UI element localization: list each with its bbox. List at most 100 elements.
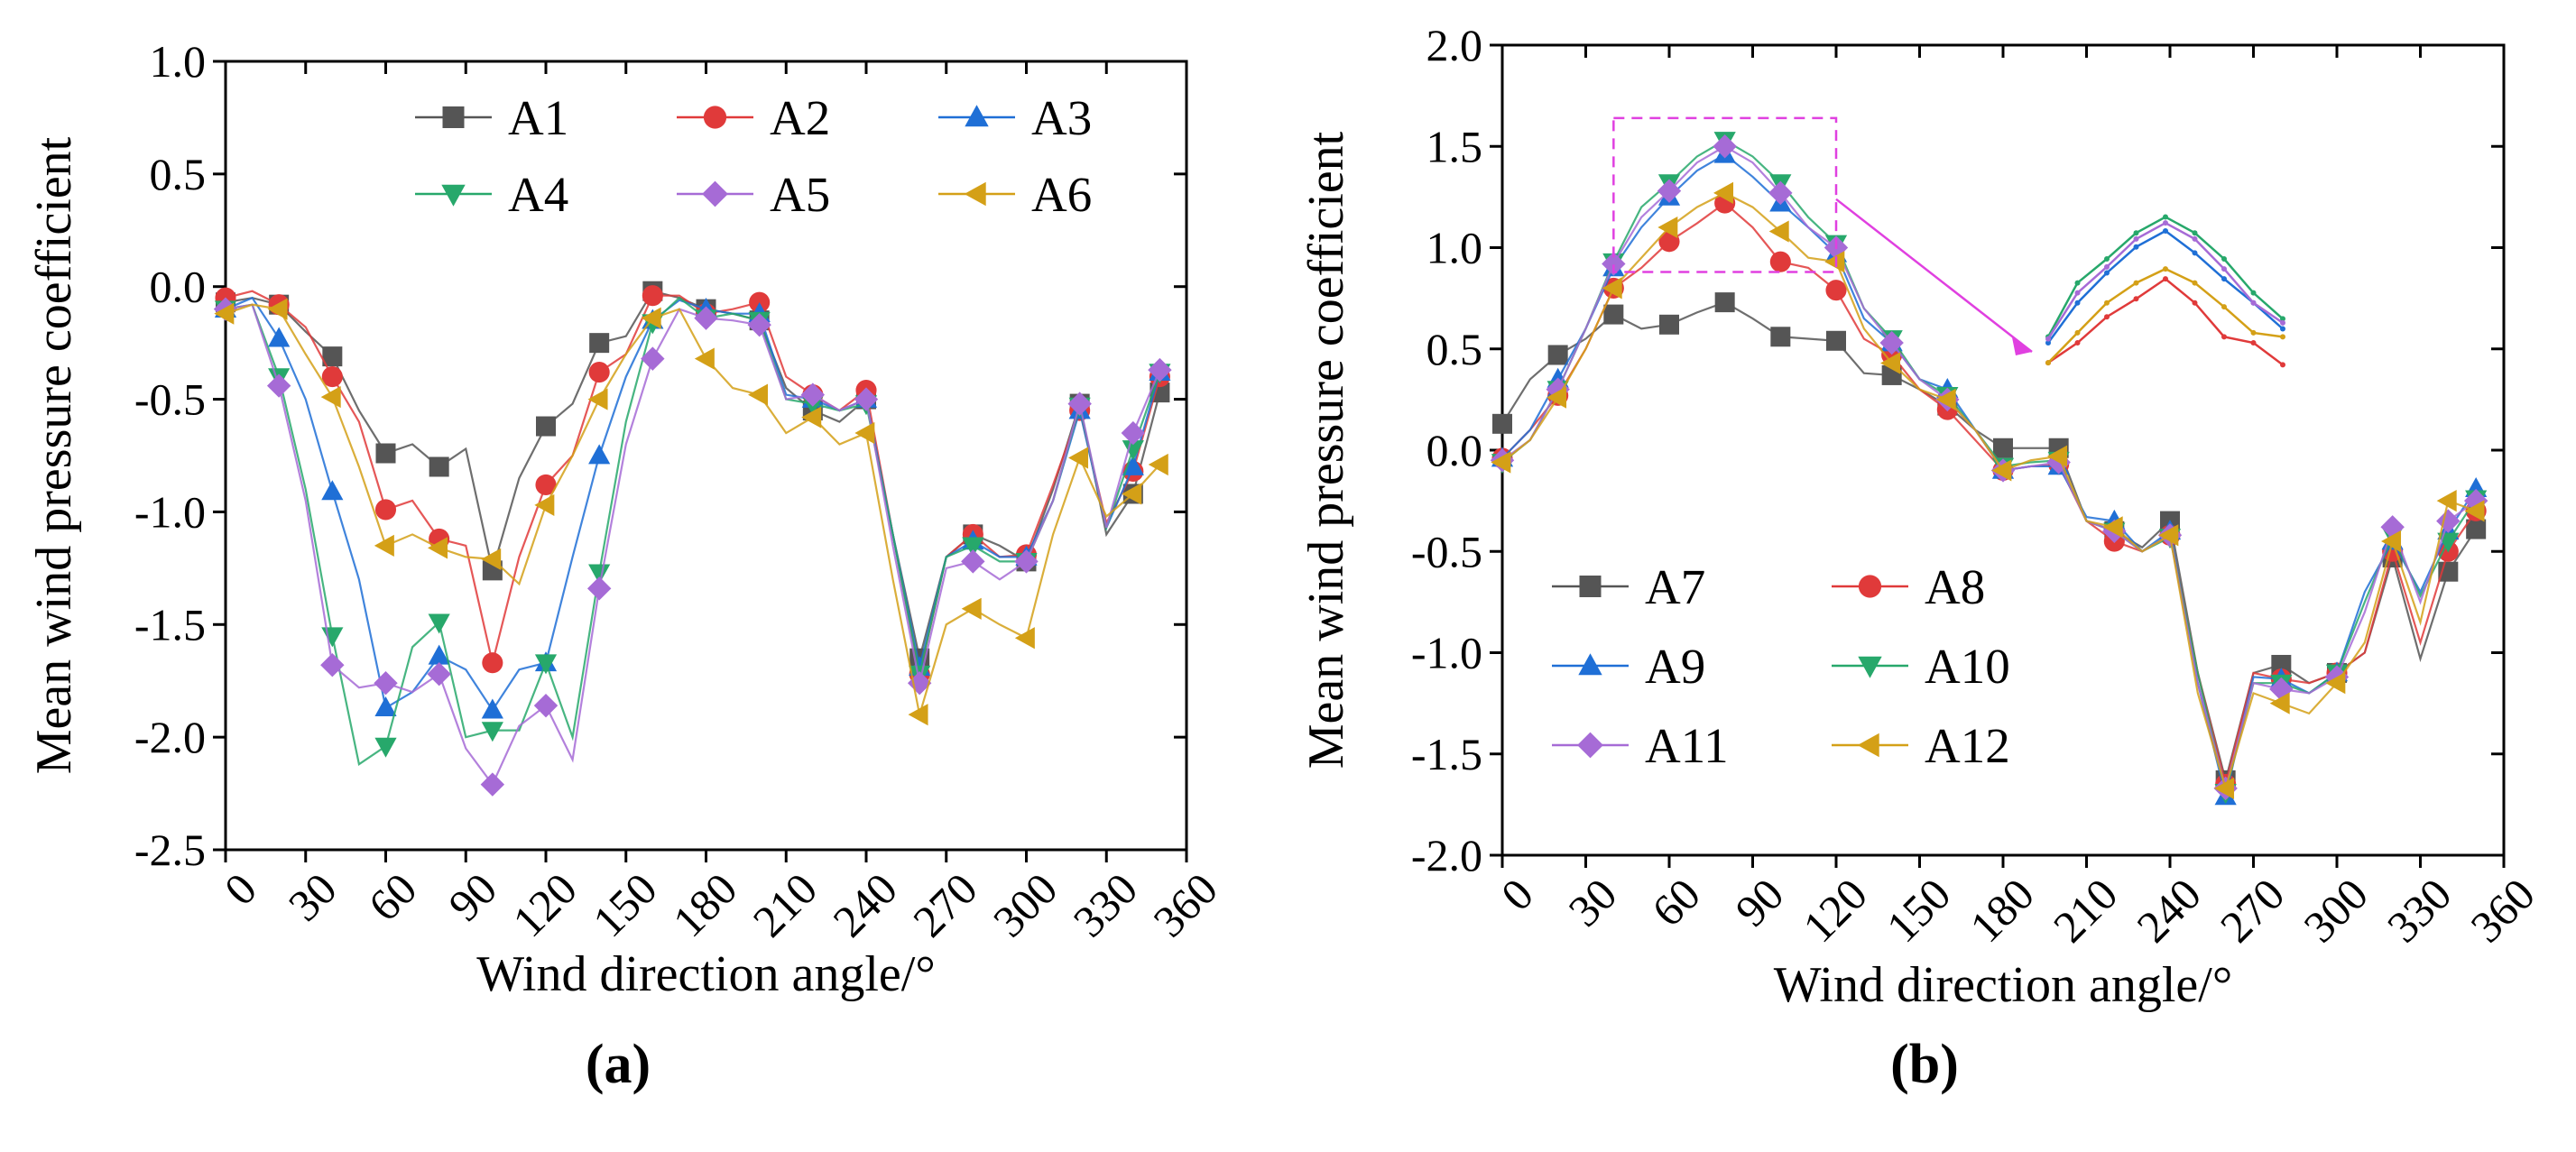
x-tick-label: 360 [2461,869,2544,953]
legend-label-A2: A2 [770,90,830,145]
data-point-A5 [747,312,771,337]
data-point-A1 [429,456,449,477]
legend-label-A4: A4 [508,167,568,222]
inset-point-A9 [2192,250,2198,256]
data-point-A6 [961,597,982,620]
legend-label-A3: A3 [1031,90,1092,145]
data-point-A6 [428,537,448,559]
series-A11 [1490,134,2488,801]
panel-label: (b) [1890,1034,1959,1095]
x-tick-label: 330 [2377,869,2461,953]
data-point-A7 [1770,327,1791,347]
data-point-A7 [1714,292,1735,313]
x-axis-label: Wind direction angle/° [1774,957,2232,1013]
inset-point-A8 [2074,340,2081,346]
data-point-A12 [2325,672,2346,695]
inset-point-A11 [2104,263,2110,270]
x-axis-label: Wind direction angle/° [476,946,935,1002]
data-point-A11 [1657,179,1682,203]
data-point-A4 [321,627,344,648]
inset-point-A9 [2133,244,2139,250]
data-point-A5 [961,549,985,574]
data-point-A3 [374,696,397,717]
y-tick-label: 0.5 [1426,324,1483,374]
data-point-A1 [375,443,396,464]
data-point-A12 [1935,388,1956,410]
y-tick-label: -1.5 [134,599,206,650]
series-A2 [215,285,1170,685]
inset-point-A8 [2250,340,2257,346]
data-point-A6 [908,704,928,726]
series-line-A1 [225,290,1161,659]
y-tick-label: 1.0 [150,36,207,87]
data-point-A6 [694,347,715,370]
inset-magnified [2045,214,2285,368]
x-tick-label: 90 [439,863,506,931]
data-point-A11 [1713,134,1737,159]
data-point-A12 [1824,251,1845,273]
legend-label-A8: A8 [1925,559,1985,614]
inset-point-A11 [2280,319,2285,326]
data-point-A12 [1547,386,1567,409]
x-tick-label: 30 [279,863,346,931]
inset-highlight-box [1612,116,1838,273]
data-point-A12 [2214,777,2235,800]
inset-point-A8 [2133,296,2139,302]
y-tick-label: -1.0 [134,486,206,537]
series-line-A4 [225,296,1161,766]
inset-point-A8 [2221,334,2227,340]
inset-point-A11 [2074,290,2081,296]
series-line-A5 [225,303,1161,787]
legend-marker-A2 [703,106,727,129]
y-tick-label: -2.5 [134,825,206,875]
x-tick-label: 30 [1558,869,1626,936]
inset-arrow-head [2012,337,2032,355]
y-tick-label: -1.5 [1411,729,1482,779]
data-point-A3 [268,327,291,347]
series-A10 [1491,132,2488,805]
inset-point-A12 [2250,329,2257,336]
data-point-A11 [1768,180,1793,206]
data-point-A7 [1826,330,1846,351]
inset-point-A11 [2163,220,2168,226]
y-axis-label: Mean wind pressure coefficient [1298,131,1354,769]
data-point-A6 [1148,453,1168,476]
data-point-A5 [266,373,291,398]
data-point-A12 [2158,524,2179,547]
data-point-A12 [1491,451,1511,474]
data-point-A5 [1148,357,1172,382]
y-tick-label: -0.5 [134,374,206,425]
series-A7 [1492,292,2487,790]
data-point-A6 [1122,483,1142,505]
inset-line-A12 [2047,267,2284,364]
data-point-A5 [586,576,612,601]
y-tick-label: -2.0 [1411,830,1482,880]
data-point-A4 [588,564,611,585]
data-point-A2 [535,474,557,496]
data-point-A7 [2466,519,2487,539]
series-line-A10 [1501,139,2478,793]
series-A8 [1491,192,2487,795]
data-point-A6 [854,421,875,445]
data-point-A6 [801,406,822,429]
legend-marker-A4 [441,184,466,207]
data-point-A5 [1121,420,1146,446]
data-point-A5 [480,772,505,797]
x-tick-label: 360 [1143,863,1227,947]
chart-panel-b: 0 30 60 90 120 150 180 210 240 270 300 330 360 2.0 1.5… [1298,20,2544,1095]
data-point-A1 [322,346,343,367]
x-tick-label: 120 [503,863,586,947]
data-point-A12 [1602,277,1622,300]
y-axis-label: Mean wind pressure coefficient [26,136,82,774]
data-point-A4 [428,613,450,634]
y-tick-label: 1.0 [1426,223,1483,273]
inset-point-A9 [2280,326,2285,332]
legend-marker-A12 [1857,733,1879,758]
data-point-A6 [1014,627,1035,650]
data-point-A5 [374,671,398,696]
series-line-A6 [225,303,1161,715]
data-point-A11 [1879,330,1904,355]
x-tick-label: 180 [663,863,747,947]
x-tick-label: 90 [1725,869,1793,936]
